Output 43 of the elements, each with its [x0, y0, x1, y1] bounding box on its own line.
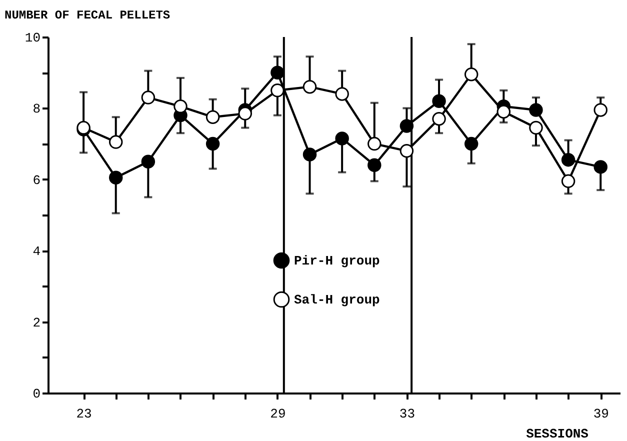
- point: [270, 66, 284, 80]
- point: [335, 87, 349, 101]
- point: [529, 120, 543, 135]
- point: [270, 84, 284, 98]
- x-tick-label: 29: [270, 406, 286, 422]
- point: [464, 136, 478, 151]
- point: [238, 106, 252, 120]
- point: [141, 90, 156, 104]
- point: [400, 144, 414, 158]
- point: [174, 100, 188, 114]
- point: [335, 132, 349, 146]
- x-tick-label: 23: [76, 406, 92, 422]
- point: [302, 148, 317, 162]
- x-tick-label: 33: [399, 406, 416, 422]
- point: [302, 80, 317, 94]
- point: [561, 174, 576, 188]
- point: [561, 152, 576, 167]
- point: [594, 160, 608, 174]
- point: [432, 94, 446, 108]
- point: [400, 119, 414, 133]
- y-axis-title: NUMBER OF FECAL PELLETS: [4, 8, 170, 22]
- y-tick-label: 2: [32, 315, 40, 330]
- point: [529, 103, 543, 117]
- point: [368, 158, 382, 172]
- x-tick-label: 39: [593, 406, 609, 422]
- legend-label: Sal-H group: [294, 292, 380, 308]
- point: [432, 112, 446, 126]
- point: [464, 68, 478, 82]
- point: [368, 136, 382, 151]
- x-axis-title: SESSIONS: [526, 426, 589, 441]
- y-tick-label: 0: [32, 386, 40, 402]
- point: [108, 170, 123, 184]
- point: [108, 135, 123, 149]
- point: [141, 154, 156, 168]
- y-tick-label: 4: [32, 244, 41, 260]
- point: [206, 110, 220, 124]
- point: [594, 103, 608, 117]
- y-tick-label: 6: [32, 172, 40, 188]
- y-tick-label: 10: [24, 30, 40, 46]
- point: [206, 136, 220, 151]
- legend-label: Pir-H group: [294, 254, 380, 268]
- y-tick-label: 8: [32, 102, 40, 117]
- point: [496, 104, 511, 119]
